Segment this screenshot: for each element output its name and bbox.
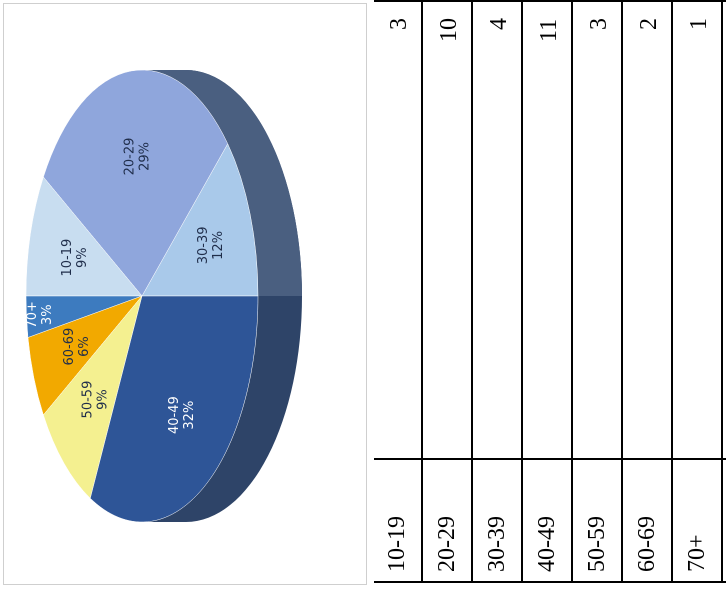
count-cell: 2 — [636, 18, 662, 30]
age-range-cell: 40-49 — [534, 516, 560, 572]
pie-slice-label: 70+ 3% — [25, 301, 55, 328]
table-bottom-border — [374, 581, 726, 583]
table-row: 20-29 10 — [424, 0, 473, 583]
pie-slice-20-29 — [43, 69, 229, 297]
pie-slice-label: 40-49 32% — [167, 396, 197, 434]
table-row: 40-49 11 — [524, 0, 573, 583]
pie-depth-side-upper — [142, 70, 302, 296]
pie-slice-30-39 — [141, 143, 259, 297]
pie-slice-label: 10-19 9% — [60, 239, 90, 277]
age-range-cell: 20-29 — [434, 516, 460, 572]
pie-chart-panel: 30-39 12% 20-29 29% 10-19 9% 70+ 3% 60-69 6% 50-59… — [3, 3, 367, 585]
pie-category-label: 30-39 — [196, 226, 211, 264]
pie-slice-40-49 — [90, 295, 259, 523]
pie-percent-label: 6% — [77, 336, 92, 357]
count-cell: 1 — [686, 18, 712, 30]
pie-slice-label: 20-29 29% — [122, 138, 152, 176]
pie-percent-label: 12% — [211, 231, 226, 260]
pie-slice-label: 30-39 12% — [196, 226, 226, 264]
table-row: 70+ 1 — [674, 0, 723, 583]
count-cell: 11 — [536, 18, 562, 42]
pie-slice-label: 50-59 9% — [81, 381, 111, 419]
table-row: 10-19 3 — [374, 0, 423, 583]
pie-percent-label: 3% — [40, 304, 55, 325]
count-cell: 3 — [586, 18, 612, 30]
pie-category-label: 20-29 — [122, 138, 137, 176]
count-cell: 10 — [436, 18, 462, 42]
age-range-cell: 70+ — [684, 534, 710, 572]
table-column-divider — [374, 458, 726, 460]
pie-category-label: 70+ — [25, 301, 40, 328]
pie-slice-50-59 — [43, 295, 143, 499]
age-range-cell: 60-69 — [634, 516, 660, 572]
pie-chart: 30-39 12%20-29 29%10-19 9%70+ 3%60-69 6%50-59… — [25, 69, 302, 523]
pie-slice-label: 60-69 6% — [62, 328, 92, 366]
pie-percent-label: 29% — [137, 142, 152, 171]
table-row: 60-69 2 — [624, 0, 673, 583]
pie-percent-label: 9% — [75, 247, 90, 268]
pie-percent-label: 9% — [96, 389, 111, 410]
age-range-cell: 30-39 — [484, 516, 510, 572]
age-range-cell: 50-59 — [584, 516, 610, 572]
table-row: 30-39 4 — [474, 0, 523, 583]
table-row: 50-59 3 — [574, 0, 623, 583]
count-cell: 4 — [486, 18, 512, 30]
pie-slice-10-19 — [25, 176, 143, 297]
pie-category-label: 60-69 — [62, 328, 77, 366]
pie-percent-label: 32% — [182, 401, 197, 430]
pie-category-label: 50-59 — [81, 381, 96, 419]
age-distribution-table: 10-19 3 20-29 10 30-39 4 40-49 11 50-59 3 60-69 2 70… — [374, 0, 726, 593]
table-top-border — [374, 0, 726, 2]
pie-category-label: 40-49 — [167, 396, 182, 434]
age-range-cell: 10-19 — [384, 516, 410, 572]
count-cell: 3 — [386, 18, 412, 30]
pie-category-label: 10-19 — [60, 239, 75, 277]
